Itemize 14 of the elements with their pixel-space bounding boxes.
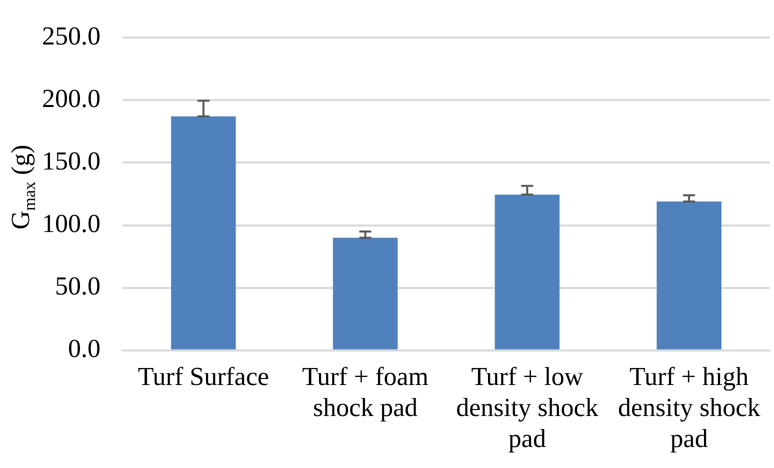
y-tick-label: 150.0 [42,146,100,176]
bar [494,194,560,350]
y-tick-label: 250.0 [42,21,100,50]
bar [332,238,398,350]
x-tick-label: Turf + foam shock pad [302,362,428,422]
y-tick-label: 50.0 [55,272,100,301]
y-tick-label: 100.0 [42,209,100,238]
y-tick-label: 200.0 [42,84,100,113]
x-tick-label: Turf + low density shock pad [456,362,598,454]
y-tick-label: 0.0 [68,334,100,364]
bar [656,202,722,350]
x-tick-label: Turf Surface [138,362,270,391]
bar [171,116,236,350]
x-tick-label: Turf + high density shock pad [618,362,760,454]
